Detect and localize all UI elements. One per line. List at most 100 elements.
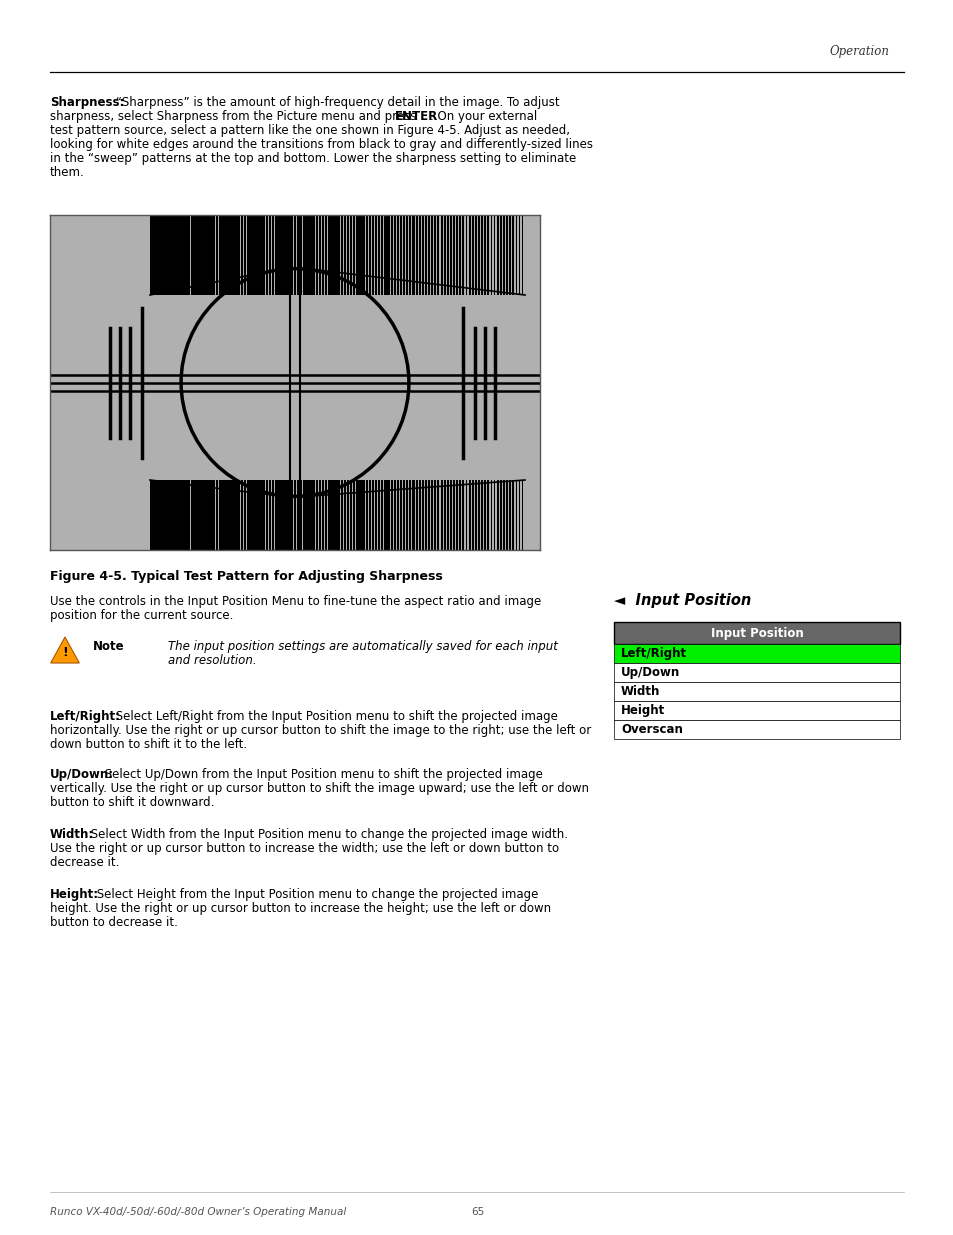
- Bar: [303, 215, 305, 295]
- Bar: [421, 215, 423, 295]
- Bar: [340, 480, 342, 550]
- Bar: [196, 480, 199, 550]
- Bar: [518, 480, 519, 550]
- Bar: [240, 215, 243, 295]
- Bar: [213, 215, 215, 295]
- Bar: [278, 215, 280, 295]
- Bar: [206, 215, 209, 295]
- Bar: [497, 215, 498, 295]
- Bar: [399, 480, 401, 550]
- Bar: [272, 480, 274, 550]
- Bar: [487, 480, 489, 550]
- Bar: [384, 215, 386, 295]
- Bar: [306, 215, 309, 295]
- Text: ◄  Input Position: ◄ Input Position: [614, 593, 750, 608]
- Bar: [475, 480, 476, 550]
- Bar: [387, 215, 389, 295]
- Bar: [512, 215, 514, 295]
- Bar: [334, 480, 336, 550]
- Bar: [437, 480, 439, 550]
- Bar: [465, 480, 467, 550]
- Bar: [365, 480, 368, 550]
- Text: !: !: [62, 646, 68, 658]
- Bar: [215, 480, 218, 550]
- Text: Select Width from the Input Position menu to change the projected image width.: Select Width from the Input Position men…: [87, 827, 567, 841]
- Bar: [521, 480, 523, 550]
- Bar: [274, 480, 277, 550]
- Bar: [499, 480, 501, 550]
- Bar: [390, 215, 393, 295]
- Bar: [166, 215, 169, 295]
- Bar: [253, 480, 255, 550]
- Bar: [484, 480, 486, 550]
- Bar: [502, 480, 504, 550]
- Bar: [184, 480, 187, 550]
- Bar: [350, 480, 352, 550]
- Bar: [614, 682, 899, 701]
- Bar: [381, 215, 383, 295]
- Bar: [446, 480, 448, 550]
- Bar: [184, 215, 187, 295]
- Bar: [499, 215, 501, 295]
- Bar: [244, 215, 246, 295]
- Bar: [222, 215, 225, 295]
- Bar: [296, 215, 299, 295]
- Bar: [209, 480, 212, 550]
- Bar: [450, 215, 452, 295]
- Bar: [231, 480, 233, 550]
- Bar: [150, 480, 153, 550]
- Bar: [321, 480, 324, 550]
- Bar: [381, 480, 383, 550]
- Bar: [218, 480, 221, 550]
- Bar: [480, 480, 482, 550]
- Bar: [309, 480, 312, 550]
- Bar: [403, 480, 405, 550]
- Bar: [247, 480, 250, 550]
- Bar: [315, 215, 317, 295]
- Bar: [284, 480, 287, 550]
- Bar: [228, 480, 231, 550]
- Bar: [434, 215, 436, 295]
- Bar: [406, 215, 408, 295]
- Bar: [484, 215, 486, 295]
- Bar: [166, 480, 169, 550]
- Bar: [377, 480, 380, 550]
- Bar: [443, 215, 445, 295]
- Bar: [191, 215, 193, 295]
- Bar: [512, 480, 514, 550]
- Bar: [178, 480, 181, 550]
- Text: and resolution.: and resolution.: [168, 655, 256, 667]
- Text: ENTER: ENTER: [395, 110, 437, 124]
- Bar: [334, 215, 336, 295]
- Bar: [181, 480, 184, 550]
- Text: sharpness, select Sharpness from the Picture menu and press: sharpness, select Sharpness from the Pic…: [50, 110, 419, 124]
- Bar: [340, 215, 342, 295]
- Text: Use the right or up cursor button to increase the width; use the left or down bu: Use the right or up cursor button to inc…: [50, 842, 558, 855]
- Bar: [614, 720, 899, 739]
- Bar: [206, 480, 209, 550]
- Bar: [418, 480, 420, 550]
- Bar: [369, 215, 371, 295]
- Bar: [153, 215, 156, 295]
- Text: Select Left/Right from the Input Position menu to shift the projected image: Select Left/Right from the Input Positio…: [112, 710, 558, 722]
- Text: Sharpness:: Sharpness:: [50, 96, 124, 109]
- Bar: [169, 480, 172, 550]
- Bar: [156, 480, 159, 550]
- Bar: [174, 480, 178, 550]
- Bar: [250, 480, 253, 550]
- Bar: [428, 480, 430, 550]
- Text: position for the current source.: position for the current source.: [50, 609, 233, 622]
- Bar: [347, 480, 349, 550]
- Text: Overscan: Overscan: [620, 722, 682, 736]
- Bar: [494, 215, 495, 295]
- Text: Select Up/Down from the Input Position menu to shift the projected image: Select Up/Down from the Input Position m…: [101, 768, 542, 781]
- Bar: [343, 215, 346, 295]
- Text: Figure 4-5. Typical Test Pattern for Adjusting Sharpness: Figure 4-5. Typical Test Pattern for Adj…: [50, 571, 442, 583]
- Bar: [256, 480, 258, 550]
- Bar: [453, 480, 455, 550]
- Bar: [456, 480, 457, 550]
- Text: decrease it.: decrease it.: [50, 856, 119, 869]
- Bar: [377, 215, 380, 295]
- Bar: [614, 663, 899, 682]
- Bar: [614, 622, 899, 643]
